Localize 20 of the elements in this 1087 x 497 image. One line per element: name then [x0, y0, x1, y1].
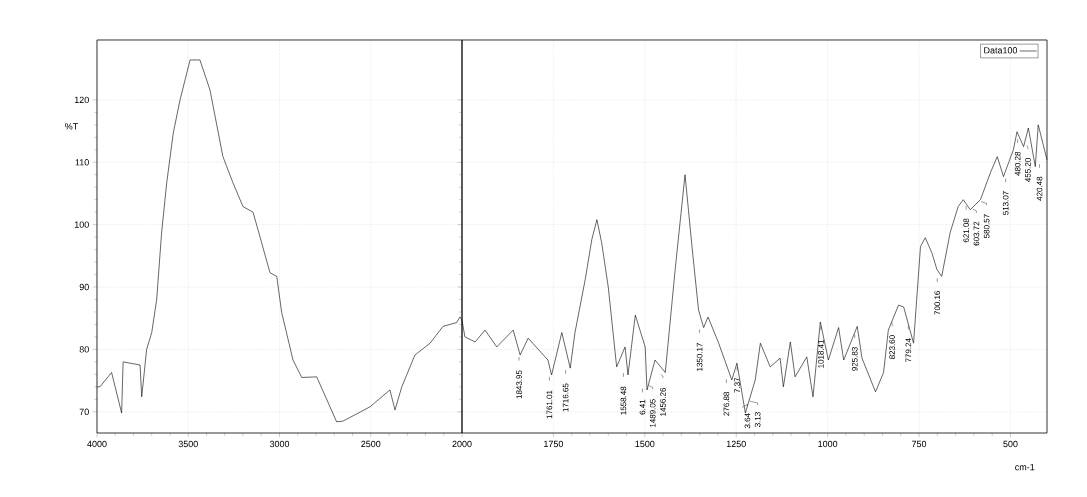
- y-axis-title: %T: [65, 123, 78, 130]
- y-tick-label: 80: [79, 346, 89, 353]
- y-tick-label: 70: [79, 408, 89, 415]
- x-tick-label: 2000: [452, 440, 472, 448]
- x-tick-label: 1500: [635, 440, 655, 448]
- x-tick-label: 3000: [269, 440, 290, 448]
- x-tick-label: 3500: [178, 440, 198, 448]
- x-tick-label: 1250: [726, 440, 746, 448]
- y-tick-label: 110: [75, 159, 89, 166]
- x-tick-label: 1750: [544, 440, 564, 448]
- y-tick-label: 90: [79, 283, 89, 291]
- x-tick-label: 750: [912, 440, 927, 448]
- x-tick-label: 4000: [87, 440, 107, 448]
- y-tick-label: 120: [74, 96, 89, 104]
- x-tick-label: 500: [1003, 440, 1018, 448]
- x-tick-label: 2500: [361, 440, 381, 448]
- legend-label: Data100: [984, 47, 1018, 54]
- y-tick-label: 100: [74, 221, 89, 228]
- x-axis-title: cm-1: [1015, 464, 1035, 471]
- x-tick-label: 1000: [818, 440, 838, 448]
